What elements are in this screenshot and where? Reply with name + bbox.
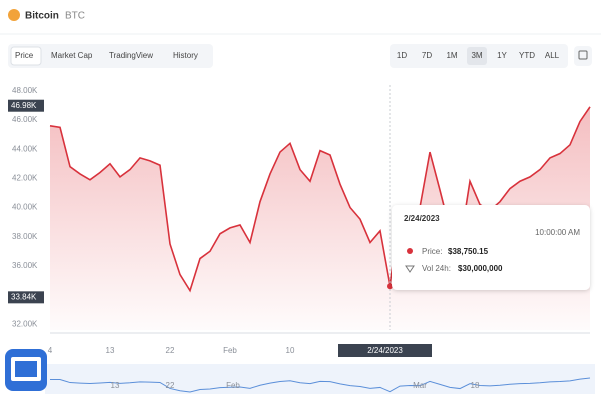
tab-bar xyxy=(8,44,213,68)
axis-date-box xyxy=(338,344,432,357)
tooltip xyxy=(392,205,590,290)
tooltip-date: 2/24/2023 xyxy=(404,214,440,223)
tooltip-volume-icon xyxy=(405,265,415,273)
coin-symbol: BTC xyxy=(65,11,85,22)
navigator-line xyxy=(49,377,591,393)
y-tick-label: 44.00K xyxy=(12,144,38,153)
coin-logo xyxy=(8,9,20,21)
price-label-box xyxy=(8,99,44,112)
tab[interactable]: Market Cap xyxy=(51,51,93,60)
navigator-label: 18 xyxy=(471,381,480,390)
y-tick-label: 46.00K xyxy=(12,115,38,124)
navigator xyxy=(45,364,595,394)
tooltip-volume: $30,000,000 xyxy=(458,264,503,273)
y-tick-label: 48.00K xyxy=(12,86,38,95)
hover-point xyxy=(387,283,393,290)
tooltip-price-label: Price: xyxy=(422,247,442,256)
tab[interactable]: TradingView xyxy=(109,51,153,60)
price-label: 33.84K xyxy=(11,292,37,301)
range-button[interactable]: 1Y xyxy=(497,51,507,60)
tooltip-time: 10:00:00 AM xyxy=(535,228,580,237)
range-button[interactable]: 1M xyxy=(446,51,457,60)
x-tick-label: 13 xyxy=(106,346,115,355)
range-button[interactable]: ALL xyxy=(545,51,560,60)
navigator-label: 13 xyxy=(111,381,120,390)
x-tick-label: Feb xyxy=(223,346,237,355)
tooltip-price: $38,750.15 xyxy=(448,247,489,256)
range-button[interactable]: YTD xyxy=(519,51,535,60)
price-label: 46.98K xyxy=(11,101,37,110)
range-active xyxy=(467,47,487,65)
price-label-box xyxy=(8,291,44,304)
calendar-icon xyxy=(578,50,588,60)
y-tick-label: 36.00K xyxy=(12,261,38,270)
price-line xyxy=(49,106,591,293)
x-tick-label: 4 xyxy=(48,346,53,355)
calendar-button[interactable] xyxy=(574,46,592,66)
y-tick-label: 38.00K xyxy=(12,232,38,241)
y-tick-label: 40.00K xyxy=(12,203,38,212)
video-icon-screen xyxy=(15,361,37,377)
tab-active xyxy=(10,46,42,66)
tab[interactable]: History xyxy=(173,51,198,60)
navigator-label: Mar xyxy=(413,381,427,390)
x-tick-label: 10 xyxy=(286,346,295,355)
range-button[interactable]: 3M xyxy=(471,51,482,60)
x-tick-label: 22 xyxy=(166,346,175,355)
tab[interactable]: Price xyxy=(15,51,34,60)
tooltip-price-dot xyxy=(407,248,413,254)
range-button[interactable]: 7D xyxy=(422,51,432,60)
coin-name: Bitcoin xyxy=(25,11,59,22)
axis-date: 2/24/2023 xyxy=(367,346,403,355)
navigator-label: 22 xyxy=(166,381,175,390)
navigator-label: Feb xyxy=(226,381,240,390)
y-tick-label: 42.00K xyxy=(12,173,38,182)
y-tick-label: 32.00K xyxy=(12,319,38,328)
tooltip-volume-label: Vol 24h: xyxy=(422,264,451,273)
range-button[interactable]: 1D xyxy=(397,51,407,60)
